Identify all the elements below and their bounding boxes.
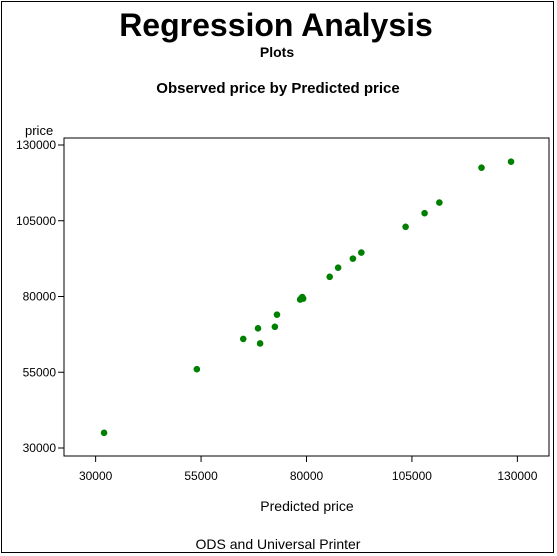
y-tick-label: 80000 xyxy=(23,290,57,304)
x-tick-label: 80000 xyxy=(290,469,324,483)
data-point xyxy=(299,295,307,302)
data-point xyxy=(358,249,365,256)
footer-text: ODS and Universal Printer xyxy=(196,536,361,552)
y-tick-label: 105000 xyxy=(16,214,56,228)
report-subtitle: Plots xyxy=(260,44,294,60)
data-point xyxy=(349,255,357,262)
data-point xyxy=(239,335,247,343)
data-point xyxy=(271,323,279,331)
y-tick-label: 55000 xyxy=(23,365,57,379)
data-point xyxy=(507,158,515,165)
data-point xyxy=(478,164,485,172)
x-axis-label: Predicted price xyxy=(260,498,354,514)
x-tick-label: 55000 xyxy=(184,469,218,483)
x-axis: 30000 55000 80000 105000 130000 xyxy=(79,456,538,483)
x-tick-label: 130000 xyxy=(497,469,537,483)
x-tick-label: 105000 xyxy=(392,469,432,483)
data-points xyxy=(100,158,515,437)
chart-title: Observed price by Predicted price xyxy=(156,80,399,97)
data-point xyxy=(334,264,342,272)
data-point xyxy=(256,340,264,347)
y-tick-label: 30000 xyxy=(23,441,57,455)
data-point xyxy=(254,325,262,332)
plot-area xyxy=(63,137,550,457)
report-title: Regression Analysis xyxy=(119,7,433,43)
data-point xyxy=(436,199,443,206)
y-tick-label: 130000 xyxy=(16,138,56,152)
data-point xyxy=(421,209,428,217)
data-point xyxy=(273,311,281,318)
data-point xyxy=(100,429,108,437)
data-point xyxy=(326,273,333,281)
data-point xyxy=(402,223,409,231)
y-axis: 30000 55000 80000 105000 130000 xyxy=(16,138,64,455)
y-axis-label: price xyxy=(25,123,53,138)
x-tick-label: 30000 xyxy=(79,469,113,483)
data-point xyxy=(193,365,201,373)
